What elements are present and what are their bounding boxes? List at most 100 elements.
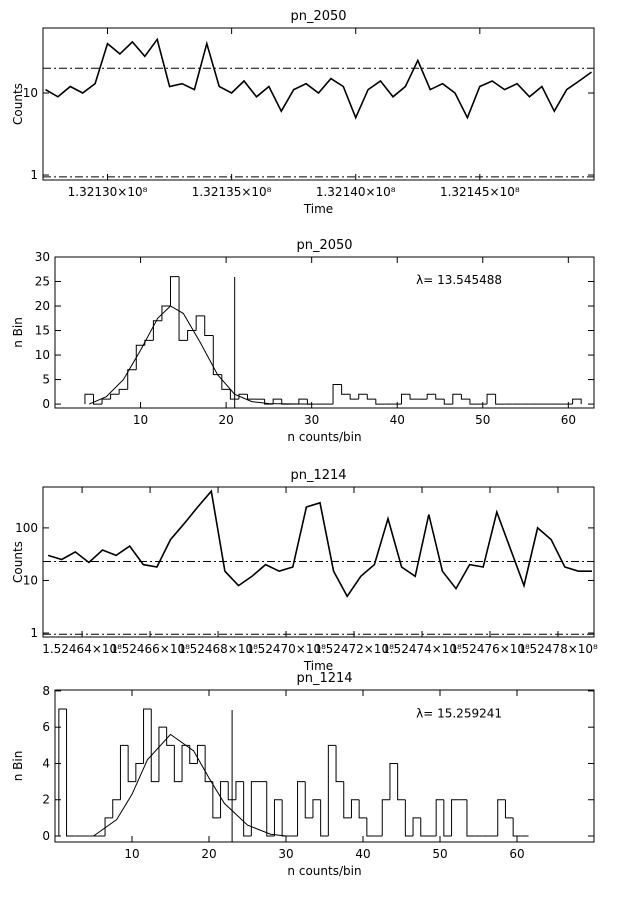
chart-title: pn_2050 [290,9,346,24]
histogram-bin [443,399,453,405]
y-tick-label: 15 [35,324,50,338]
y-axis-label: Counts [11,541,25,583]
histogram-bin [196,744,206,764]
histogram-bin [486,393,496,405]
x-tick-label: 1.52478×10⁸ [518,642,598,656]
histogram-bin [247,394,257,400]
x-tick-label: 20 [218,413,233,427]
x-tick-label: 1.52472×10⁸ [314,642,394,656]
histogram-bin [118,388,128,395]
histogram-bin [409,394,419,400]
histogram-bin [451,799,460,837]
fit-curve [93,733,287,837]
chart-title: pn_1214 [290,468,346,483]
annotation: λ= 13.545488 [416,273,502,287]
histogram-bin [212,781,221,819]
x-tick-label: 40 [390,413,405,427]
histogram-bin [144,339,154,346]
histogram-bin [101,398,111,405]
histogram-bin [143,708,152,764]
y-tick-label: 5 [42,373,50,387]
histogram-bin [135,762,144,782]
histogram-bin [93,394,103,405]
histogram-bin [135,344,145,370]
histogram-bin [460,394,470,400]
x-tick-label: 60 [509,847,524,861]
histogram-bin [366,394,376,400]
y-axis-label: Counts [11,83,25,125]
histogram-bin [266,781,275,837]
x-tick-label: 1.52476×10⁸ [450,642,530,656]
histogram-bin [178,276,188,341]
histogram-bin [84,393,94,405]
histogram-bin [281,799,290,837]
y-tick-label: 10 [35,348,50,362]
histogram-bin [227,781,236,801]
histogram-bin [204,315,214,336]
x-tick-label: 1.52464×10⁸ [42,642,122,656]
y-tick-label: 4 [42,756,50,770]
plot-frame [42,27,595,181]
histogram-bin [220,781,229,818]
histogram-bin [66,709,75,837]
histogram-bin [297,781,306,837]
x-tick-label: 60 [561,413,576,427]
histogram-bin [119,744,129,800]
histogram-bin [397,763,406,801]
histogram-bin [512,817,521,837]
histogram-bin [466,799,475,837]
histogram-bin [250,781,260,837]
x-tick-label: 30 [278,847,293,861]
histogram-bin [327,744,337,837]
histogram-bin [189,745,198,764]
annotation: λ= 15.259241 [416,706,502,720]
y-tick-label: 100 [15,521,38,535]
x-tick-label: 1.52474×10⁸ [382,642,462,656]
histogram-bin [497,799,506,837]
x-axis-label: Time [303,659,333,673]
x-tick-label: 20 [201,847,216,861]
histogram-bin [273,799,283,837]
histogram-bin [298,398,308,405]
x-tick-label: 10 [133,413,148,427]
histogram-bin [350,799,360,818]
histogram-bin [358,799,367,819]
plot-frame [54,689,595,843]
histogram-bin [110,393,120,400]
histogram-bin [495,394,505,405]
histogram-bin [375,399,385,405]
histogram-bin [58,708,67,837]
y-axis-label: n Bin [11,751,25,782]
histogram-bin [150,709,159,783]
histogram-bin [452,393,462,405]
histogram-bin [173,745,183,783]
x-tick-label: 50 [432,847,447,861]
plot-frame [42,486,595,638]
x-tick-label: 1.52466×10⁸ [110,642,190,656]
y-tick-label: 2 [42,793,50,807]
x-axis-label: n counts/bin [287,864,361,878]
histogram-bin [435,394,445,400]
histogram-bin [112,799,121,818]
histogram-bin [187,330,197,341]
y-tick-label: 1 [30,168,38,182]
histogram-bin [349,394,359,400]
x-tick-label: 1.32130×10⁸ [68,185,148,199]
x-tick-label: 1.32140×10⁸ [316,185,396,199]
histogram-bin [443,799,452,837]
histogram-bin [243,781,252,837]
chart-title: pn_1214 [296,671,352,686]
histogram-bin [235,781,244,800]
histogram-bin [420,817,429,837]
x-tick-label: 1.52470×10⁸ [246,642,326,656]
x-tick-label: 1.32145×10⁸ [440,185,520,199]
y-tick-label: 1 [30,626,38,640]
histogram-bin [320,799,329,837]
y-tick-label: 0 [42,397,50,411]
histogram-bin [166,727,175,746]
y-tick-label: 30 [35,250,50,264]
histogram-bin [435,799,444,837]
x-tick-label: 40 [355,847,370,861]
histogram-bin [366,817,375,837]
